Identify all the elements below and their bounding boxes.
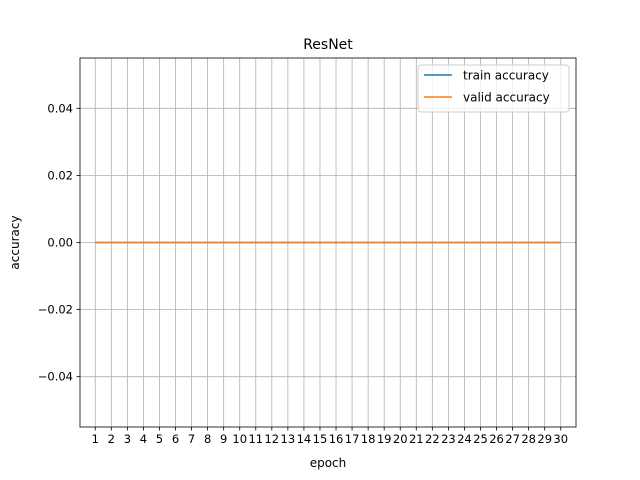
x-tick-label: 2 bbox=[108, 432, 115, 446]
x-tick-label: 30 bbox=[553, 432, 568, 446]
x-tick-label: 7 bbox=[188, 432, 195, 446]
legend-label-train-accuracy: train accuracy bbox=[463, 69, 549, 83]
legend: train accuracy valid accuracy bbox=[417, 64, 570, 113]
x-tick-label: 15 bbox=[313, 432, 328, 446]
x-axis-ticks: 1 2 3 4 5 6 7 8 9 10 11 12 13 14 15 16 17 18 19 20 21 22 23 24 2… bbox=[92, 427, 568, 446]
x-tick-label: 5 bbox=[156, 432, 163, 446]
x-tick-label: 27 bbox=[505, 432, 520, 446]
y-axis-label: accuracy bbox=[8, 215, 22, 269]
x-tick-label: 29 bbox=[537, 432, 552, 446]
chart-title: ResNet bbox=[303, 37, 353, 53]
x-tick-label: 22 bbox=[425, 432, 440, 446]
legend-label-valid-accuracy: valid accuracy bbox=[463, 91, 550, 105]
y-tick-label: 0.02 bbox=[47, 168, 73, 182]
x-tick-label: 9 bbox=[220, 432, 227, 446]
x-tick-label: 14 bbox=[297, 432, 312, 446]
x-tick-label: 3 bbox=[124, 432, 131, 446]
y-tick-label: −0.04 bbox=[38, 370, 73, 384]
x-tick-label: 20 bbox=[393, 432, 408, 446]
x-tick-label: 11 bbox=[248, 432, 263, 446]
x-tick-label: 8 bbox=[204, 432, 211, 446]
x-tick-label: 25 bbox=[473, 432, 488, 446]
y-axis-ticks: −0.04 −0.02 0.00 0.02 0.04 bbox=[38, 101, 80, 384]
x-tick-label: 23 bbox=[441, 432, 456, 446]
x-tick-label: 6 bbox=[172, 432, 179, 446]
x-tick-label: 16 bbox=[329, 432, 344, 446]
x-tick-label: 24 bbox=[457, 432, 472, 446]
x-tick-label: 1 bbox=[92, 432, 99, 446]
x-tick-label: 21 bbox=[409, 432, 424, 446]
x-axis-label: epoch bbox=[310, 456, 347, 470]
y-tick-label: −0.02 bbox=[38, 303, 73, 317]
y-tick-label: 0.04 bbox=[47, 101, 73, 115]
x-tick-label: 12 bbox=[264, 432, 279, 446]
legend-box bbox=[417, 64, 570, 113]
x-tick-label: 4 bbox=[140, 432, 147, 446]
x-tick-label: 10 bbox=[232, 432, 247, 446]
x-tick-label: 18 bbox=[361, 432, 376, 446]
x-tick-label: 26 bbox=[489, 432, 504, 446]
x-tick-label: 28 bbox=[521, 432, 536, 446]
x-tick-label: 13 bbox=[281, 432, 296, 446]
y-tick-label: 0.00 bbox=[47, 236, 73, 250]
x-tick-label: 17 bbox=[345, 432, 360, 446]
x-tick-label: 19 bbox=[377, 432, 392, 446]
